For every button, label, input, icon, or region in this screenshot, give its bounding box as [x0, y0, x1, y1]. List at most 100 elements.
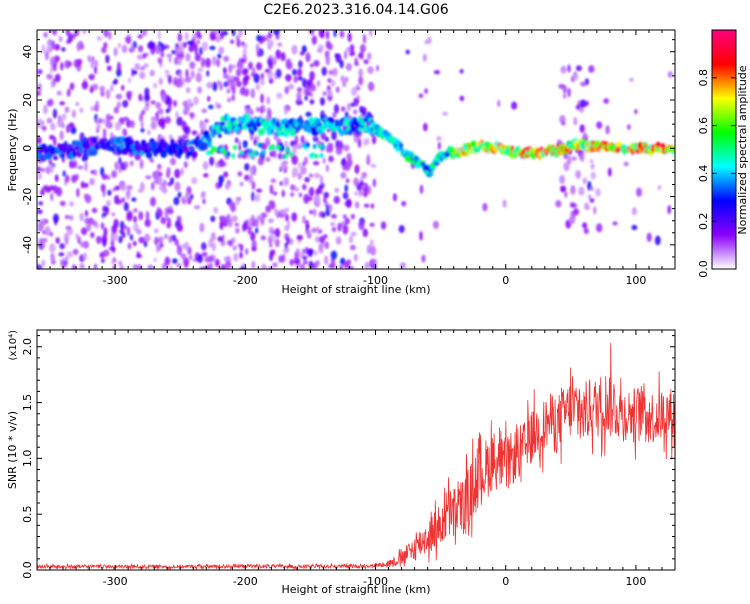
noise-speckle — [125, 190, 131, 201]
colorbar-tick-label: 0.6 — [697, 117, 710, 135]
ridge-blob — [464, 149, 470, 157]
noise-speckle — [296, 143, 303, 150]
noise-speckle — [270, 178, 277, 183]
noise-speckle — [54, 174, 59, 182]
noise-speckle — [334, 53, 339, 58]
noise-speckle — [354, 57, 359, 66]
noise-speckle — [207, 255, 214, 262]
noise-speckle — [277, 42, 283, 47]
noise-speckle — [205, 57, 211, 68]
noise-speckle — [43, 32, 48, 38]
noise-speckle — [143, 63, 149, 68]
noise-speckle — [87, 55, 91, 63]
noise-speckle — [269, 252, 274, 261]
noise-speckle — [66, 251, 73, 258]
noise-speckle — [95, 124, 102, 129]
noise-speckle — [567, 87, 571, 98]
noise-speckle — [37, 209, 43, 215]
snr-frame — [36, 329, 676, 571]
noise-speckle — [370, 246, 377, 256]
noise-speckle — [316, 80, 321, 87]
noise-speckle — [164, 116, 171, 124]
noise-speckle — [107, 30, 112, 40]
noise-speckle — [322, 157, 326, 164]
noise-speckle — [214, 258, 220, 267]
noise-speckle — [89, 178, 95, 186]
x-tick-label: -200 — [233, 274, 258, 287]
noise-speckle — [291, 212, 298, 222]
noise-speckle — [239, 181, 244, 187]
noise-speckle — [342, 224, 349, 235]
noise-speckle — [185, 87, 191, 94]
noise-speckle — [65, 225, 72, 230]
noise-speckle — [367, 81, 375, 92]
noise-speckle — [286, 62, 293, 70]
noise-speckle — [212, 81, 218, 92]
noise-speckle — [364, 261, 370, 269]
ridge-blob — [305, 142, 310, 148]
noise-speckle — [38, 201, 44, 206]
noise-speckle — [398, 225, 405, 233]
noise-speckle — [102, 205, 109, 213]
noise-speckle — [280, 209, 287, 215]
noise-speckle — [419, 231, 423, 241]
noise-speckle — [220, 161, 227, 167]
noise-speckle — [356, 184, 362, 190]
noise-speckle — [103, 42, 108, 49]
noise-speckle — [339, 59, 344, 69]
noise-speckle — [180, 167, 184, 176]
noise-speckle — [118, 260, 123, 266]
noise-speckle — [230, 39, 235, 44]
noise-speckle — [251, 181, 256, 190]
noise-speckle — [219, 215, 223, 222]
noise-speckle — [558, 83, 565, 89]
noise-speckle — [127, 77, 132, 84]
ridge-blob — [420, 161, 426, 167]
noise-speckle — [612, 221, 618, 226]
noise-speckle — [331, 214, 337, 219]
noise-speckle — [199, 266, 206, 269]
ridge-blob — [255, 151, 259, 157]
snr-xlabel: Height of straight line (km) — [281, 583, 430, 596]
noise-speckle — [218, 175, 225, 184]
noise-speckle — [46, 117, 53, 124]
noise-speckle — [346, 152, 352, 162]
noise-speckle — [153, 82, 158, 89]
noise-speckle — [596, 223, 603, 233]
noise-speckle — [89, 87, 94, 94]
noise-speckle — [193, 205, 201, 210]
noise-speckle — [131, 197, 137, 202]
noise-speckle — [124, 161, 129, 169]
ridge-blob — [342, 129, 348, 135]
ridge-blob — [319, 153, 324, 158]
noise-speckle — [349, 244, 356, 251]
noise-speckle — [206, 70, 210, 77]
noise-speckle — [296, 234, 303, 241]
noise-speckle — [231, 85, 236, 95]
noise-speckle — [367, 185, 372, 195]
noise-speckle — [235, 81, 242, 87]
noise-speckle — [284, 242, 288, 249]
noise-speckle — [65, 174, 70, 183]
noise-speckle — [327, 89, 333, 97]
noise-speckle — [157, 57, 163, 64]
noise-speckle — [75, 101, 80, 107]
noise-speckle — [319, 175, 324, 185]
noise-speckle — [211, 242, 216, 252]
noise-speckle — [174, 57, 179, 65]
noise-speckle — [626, 124, 631, 130]
noise-speckle — [222, 67, 227, 75]
noise-speckle — [297, 76, 303, 81]
noise-speckle — [331, 226, 337, 233]
noise-speckle — [363, 203, 370, 208]
x-tick-label: -300 — [103, 274, 128, 287]
noise-speckle — [48, 158, 53, 166]
noise-speckle — [269, 184, 274, 195]
noise-speckle — [285, 214, 289, 222]
noise-speckle — [177, 56, 182, 66]
noise-speckle — [88, 73, 95, 81]
noise-speckle — [223, 256, 230, 262]
ridge-blob — [71, 150, 77, 158]
noise-speckle — [288, 83, 295, 90]
